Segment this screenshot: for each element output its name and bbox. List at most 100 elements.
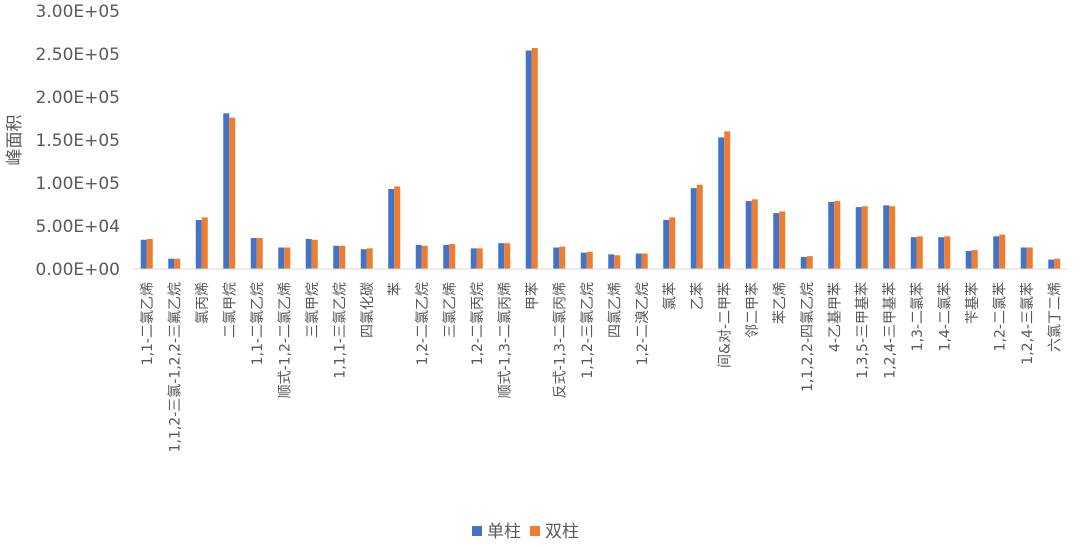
bar-series2 (476, 248, 483, 269)
bar-series2 (449, 244, 456, 269)
x-tick-label: 4-乙基甲苯 (826, 282, 843, 352)
legend: 单柱 双柱 (472, 522, 579, 542)
bar-series2 (146, 238, 153, 269)
x-tick-label: 1,4-二氯苯 (936, 282, 953, 351)
y-tick-label: 2.00E+05 (36, 88, 120, 108)
x-tick-label: 1,2,4-三氯苯 (1019, 282, 1036, 365)
x-tick-label: 1,2-二氯丙烷 (470, 282, 486, 365)
bar-series2 (724, 131, 731, 269)
bar-series2 (421, 245, 428, 269)
bar-series1 (910, 237, 917, 269)
bar-series1 (993, 236, 1000, 269)
legend-label: 单柱 (487, 522, 521, 542)
y-tick-label: 1.00E+05 (36, 174, 120, 194)
bar-series1 (1020, 247, 1027, 269)
bars (140, 47, 1061, 270)
bar-series2 (174, 258, 181, 269)
x-tick-label: 四氯化碳 (360, 282, 376, 338)
x-tick-label: 苯 (386, 282, 403, 296)
y-tick-label: 5.00E+04 (36, 217, 120, 237)
bar-series2 (504, 243, 511, 269)
bar-series2 (201, 217, 208, 269)
bar-series1 (223, 113, 230, 269)
y-tick-label: 3.00E+05 (36, 2, 120, 22)
x-tick-label: 1,2,4-三甲基苯 (881, 282, 898, 379)
bar-series1 (388, 189, 395, 269)
bar-series1 (635, 253, 642, 269)
bar-series1 (745, 201, 752, 269)
x-tick-label: 1,3,5-三甲基苯 (854, 282, 871, 379)
y-axis-label: 峰面积 (5, 115, 25, 166)
x-tick-label: 1,1-二氯乙烯 (140, 282, 156, 365)
x-tick-label: 苄基苯 (964, 282, 981, 324)
bar-series2 (779, 211, 786, 269)
bar-series1 (415, 244, 422, 269)
bar-series2 (641, 253, 648, 269)
bar-series1 (195, 219, 202, 269)
x-tick-label: 1,1-二氯乙烷 (250, 282, 266, 365)
bar-series2 (531, 47, 538, 270)
bar-series1 (938, 237, 945, 269)
x-tick-label: 1,1,1-三氯乙烷 (332, 282, 348, 379)
bar-series1 (663, 219, 670, 269)
bar-series2 (861, 206, 868, 269)
x-tick-label: 三氯乙烯 (442, 282, 458, 338)
bar-series2 (394, 186, 401, 269)
bar-series2 (944, 236, 951, 269)
bar-series2 (256, 238, 263, 269)
bar-series1 (608, 254, 615, 269)
x-axis: 1,1-二氯乙烯 1,1,2-三氯-1,2,2-三氟乙烷 氯丙烯 二氯甲烷 1,1-二氯… (133, 268, 1068, 452)
bar-series1 (553, 247, 560, 269)
bar-series1 (965, 250, 972, 269)
legend-swatch (472, 526, 482, 536)
x-tick-label: 间&对-二甲苯 (716, 282, 733, 368)
bar-series1 (718, 137, 725, 269)
x-tick-label: 1,1,2-三氯-1,2,2-三氟乙烷 (167, 282, 183, 452)
x-tick-label: 氯苯 (661, 282, 678, 310)
x-tick-label: 苯乙烯 (771, 282, 788, 324)
bar-series2 (366, 248, 373, 269)
x-tick-label: 顺式-1,2-二氯乙烯 (277, 282, 293, 398)
bar-series1 (525, 50, 532, 270)
x-tick-label: 乙苯 (689, 282, 706, 310)
y-axis: 0.00E+00 5.00E+04 1.00E+05 1.50E+05 2.00E+05… (36, 2, 120, 280)
bar-series1 (498, 243, 505, 269)
x-tick-label: 1,2-二溴乙烷 (635, 282, 651, 365)
bar-series1 (168, 258, 175, 269)
bar-series1 (800, 256, 807, 269)
bar-series2 (339, 245, 346, 269)
bar-series1 (828, 201, 835, 269)
bar-series2 (696, 184, 703, 269)
bar-series2 (559, 246, 566, 269)
bar-series1 (250, 238, 257, 269)
bar-series2 (916, 236, 923, 269)
bar-series2 (586, 251, 593, 269)
bar-series1 (305, 238, 312, 269)
x-tick-label: 1,2-二氯苯 (991, 282, 1008, 351)
bar-series1 (580, 252, 587, 269)
y-tick-label: 0.00E+00 (36, 260, 120, 280)
bar-series2 (806, 256, 813, 269)
x-tick-label: 1,2-二氯乙烷 (415, 282, 431, 365)
bar-series2 (1026, 247, 1033, 269)
bar-series2 (751, 199, 758, 269)
x-tick-label: 顺式-1,3-二氯丙烯 (497, 282, 513, 398)
x-tick-label: 四氯乙烯 (607, 282, 623, 338)
bar-series2 (889, 206, 896, 269)
x-tick-label: 邻二甲苯 (744, 282, 761, 338)
bar-series1 (690, 188, 697, 269)
x-tick-label: 1,1,2-三氯乙烷 (580, 282, 596, 379)
x-tick-label: 甲苯 (524, 282, 541, 310)
bar-series2 (311, 239, 318, 269)
bar-series1 (773, 213, 780, 269)
bar-series1 (333, 245, 340, 269)
x-tick-label: 二氯甲烷 (222, 282, 238, 338)
x-tick-label: 1,3-二氯苯 (909, 282, 926, 351)
y-tick-label: 1.50E+05 (36, 131, 120, 151)
bar-series2 (971, 250, 978, 269)
bar-series2 (1054, 258, 1061, 269)
bar-series1 (278, 247, 285, 269)
bar-series1 (360, 249, 367, 269)
bar-series2 (669, 217, 676, 269)
